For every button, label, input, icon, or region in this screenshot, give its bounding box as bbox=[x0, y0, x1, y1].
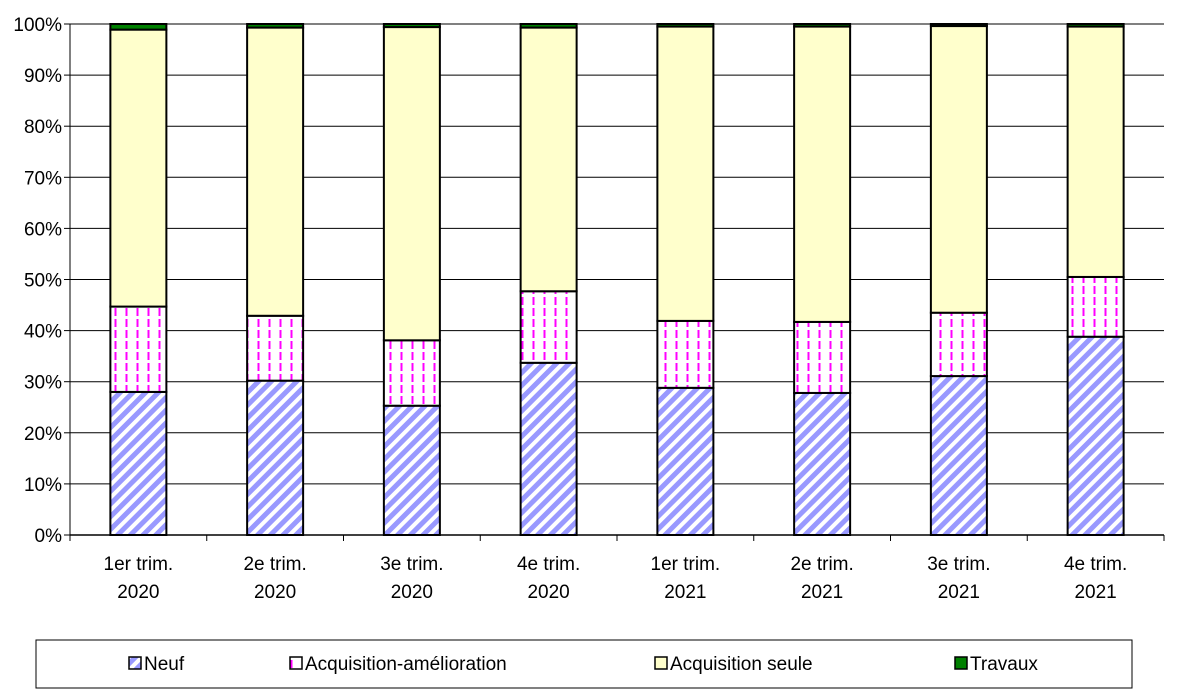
legend-swatch bbox=[654, 656, 668, 670]
bar-segment-acquisition-am-lioration bbox=[656, 319, 715, 389]
y-tick-label: 80% bbox=[24, 117, 62, 138]
bar-segment-acquisition-seule bbox=[519, 26, 578, 293]
legend-label: Travaux bbox=[970, 654, 1038, 675]
x-axis: 1er trim. 2020 2e trim. 2020 3e trim. 2020 4e … bbox=[69, 534, 1165, 603]
bar-segment-acquisition-seule bbox=[929, 25, 988, 314]
legend-swatch bbox=[954, 656, 968, 670]
y-tick-label: 20% bbox=[24, 424, 62, 445]
legend-box bbox=[35, 639, 1133, 689]
bar-segment-acquisition-seule bbox=[1066, 25, 1125, 278]
bar-segment-acquisition-am-lioration bbox=[793, 320, 852, 394]
x-tick-label: 2020 bbox=[527, 582, 569, 603]
legend: Neuf Acquisition-amélioration Acquisition … bbox=[35, 639, 1133, 689]
x-tick-label: 4e trim. bbox=[1064, 554, 1127, 575]
legend-label: Acquisition seule bbox=[670, 654, 813, 675]
bar-segment-neuf bbox=[1066, 335, 1125, 536]
bar-segment-travaux bbox=[519, 23, 578, 29]
legend-swatch bbox=[128, 656, 142, 670]
bars bbox=[109, 23, 1125, 537]
y-tick-label: 100% bbox=[13, 15, 62, 36]
y-tick-label: 50% bbox=[24, 271, 62, 292]
bar-segment-travaux bbox=[793, 23, 852, 28]
x-tick-label: 2e trim. bbox=[790, 554, 853, 575]
x-tick-label: 4e trim. bbox=[517, 554, 580, 575]
bar-segment-acquisition-am-lioration bbox=[519, 290, 578, 364]
bar-segment-neuf bbox=[929, 375, 988, 537]
bar-segment-neuf bbox=[519, 361, 578, 536]
legend-label: Neuf bbox=[144, 654, 185, 675]
y-tick-label: 0% bbox=[35, 526, 63, 547]
y-tick-label: 40% bbox=[24, 322, 62, 343]
y-axis: 0% 10% 20% 30% 40% 50% 60% 70% 80% 90% 100% bbox=[13, 15, 71, 547]
bar-segment-travaux bbox=[382, 23, 441, 29]
bar-segment-travaux bbox=[246, 23, 305, 29]
bar-segment-acquisition-seule bbox=[656, 25, 715, 322]
y-tick-label: 90% bbox=[24, 66, 62, 87]
bar-segment-travaux bbox=[656, 23, 715, 28]
x-tick-label: 3e trim. bbox=[927, 554, 990, 575]
bar-segment-travaux bbox=[109, 23, 168, 31]
bar-segment-acquisition-am-lioration bbox=[109, 305, 168, 393]
bar-segment-neuf bbox=[382, 404, 441, 537]
x-tick-label: 2020 bbox=[254, 582, 296, 603]
bar-segment-neuf bbox=[793, 391, 852, 536]
y-tick-label: 60% bbox=[24, 219, 62, 240]
legend-label: Acquisition-amélioration bbox=[305, 654, 507, 675]
y-tick-label: 30% bbox=[24, 373, 62, 394]
bar-segment-acquisition-seule bbox=[382, 26, 441, 342]
bar-segment-acquisition-seule bbox=[109, 28, 168, 308]
x-tick-label: 2020 bbox=[117, 582, 159, 603]
bar-segment-neuf bbox=[109, 390, 168, 537]
bar-segment-acquisition-am-lioration bbox=[929, 311, 988, 378]
x-tick-label: 2021 bbox=[801, 582, 843, 603]
x-tick-label: 2020 bbox=[391, 582, 433, 603]
bar-segment-acquisition-am-lioration bbox=[246, 314, 305, 382]
y-tick-label: 70% bbox=[24, 168, 62, 189]
x-tick-label: 2e trim. bbox=[243, 554, 306, 575]
bar-segment-travaux bbox=[1066, 23, 1125, 28]
legend-swatch bbox=[289, 656, 303, 670]
bar-segment-travaux bbox=[929, 23, 988, 28]
bar-segment-acquisition-seule bbox=[793, 25, 852, 323]
x-tick-label: 2021 bbox=[938, 582, 980, 603]
bar-segment-neuf bbox=[246, 379, 305, 537]
gridlines bbox=[70, 23, 1164, 536]
x-tick-label: 2021 bbox=[1074, 582, 1116, 603]
y-tick-label: 10% bbox=[24, 475, 62, 496]
bar-segment-acquisition-am-lioration bbox=[1066, 275, 1125, 338]
x-tick-label: 3e trim. bbox=[380, 554, 443, 575]
x-tick-label: 2021 bbox=[664, 582, 706, 603]
bar-segment-acquisition-seule bbox=[246, 26, 305, 317]
x-tick-label: 1er trim. bbox=[104, 554, 174, 575]
bar-segment-neuf bbox=[656, 386, 715, 536]
bar-segment-acquisition-am-lioration bbox=[382, 339, 441, 407]
x-tick-label: 1er trim. bbox=[651, 554, 721, 575]
